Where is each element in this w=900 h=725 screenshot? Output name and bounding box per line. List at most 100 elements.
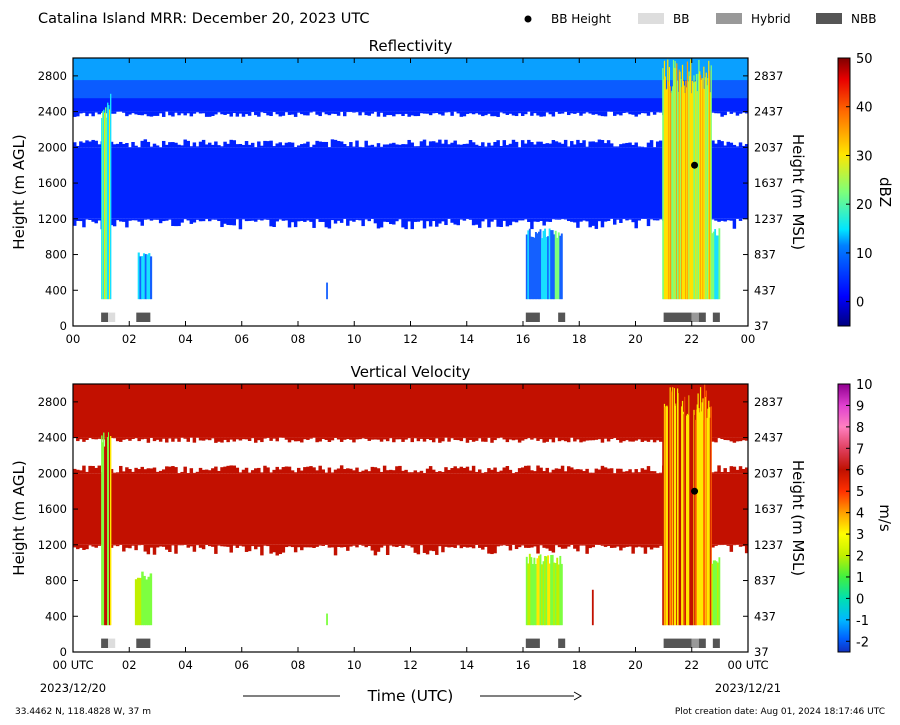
echo-edge-column [729, 466, 734, 474]
echo-edge-column [499, 218, 503, 227]
echo-edge-column [260, 544, 264, 556]
echo-edge-column [220, 218, 224, 228]
echo-edge-column [220, 146, 224, 148]
echo-edge-column [425, 437, 430, 440]
precip-column [547, 555, 550, 626]
precip-column [539, 229, 542, 300]
echo-edge-column [428, 437, 433, 441]
precip-column [682, 81, 684, 300]
x-tick-label: 12 [403, 332, 418, 346]
bb-type-bars [101, 312, 720, 322]
echo-edge-column [499, 470, 503, 474]
echo-edge-column [398, 144, 402, 148]
precip-column [556, 557, 559, 626]
x-tick-label: 22 [684, 658, 699, 672]
echo-edge-column [456, 111, 460, 114]
echo-edge-column [613, 111, 617, 116]
echo-edge-column [649, 218, 654, 220]
echo-edge-column [177, 111, 181, 116]
echo-edge-column [570, 218, 574, 222]
precip-column [666, 405, 668, 626]
echo-edge-column [229, 111, 233, 117]
echo-edge-column [125, 218, 129, 228]
echo-edge-column [183, 139, 187, 148]
echo-edge-column [527, 218, 531, 222]
echo-edge-column [711, 472, 715, 474]
y-tick-label: 0 [60, 319, 67, 333]
echo-edge-column [349, 544, 353, 547]
echo-edge-column [201, 437, 206, 441]
echo-edge-column [435, 544, 439, 555]
echo-edge-column [539, 437, 543, 440]
echo-edge-column [168, 142, 172, 148]
echo-edge-column [180, 471, 184, 474]
echo-edge-column [520, 218, 525, 221]
echo-edge-column [192, 437, 197, 443]
echo-edge-column [257, 544, 261, 547]
echo-edge-column [588, 141, 592, 148]
precip-column [664, 76, 666, 300]
echo-edge-column [318, 437, 322, 442]
echo-edge-column [171, 466, 175, 474]
precip-column [545, 556, 548, 626]
echo-edge-column [296, 437, 301, 442]
precip-column [665, 406, 667, 626]
precip-column [710, 406, 712, 626]
echo-edge-column [174, 544, 178, 554]
echo-edge-column [597, 218, 602, 222]
echo-edge-column [346, 437, 350, 440]
precip-column [136, 577, 140, 626]
precip-column [145, 579, 148, 626]
echo-edge-column [284, 466, 289, 474]
echo-edge-column [152, 111, 157, 116]
echo-edge-column [122, 471, 126, 474]
echo-edge-column [358, 437, 362, 440]
echo-edge-column [293, 111, 298, 117]
legend-bb-height-dot [524, 15, 532, 23]
echo-edge-column [364, 469, 368, 474]
echo-edge-column [250, 218, 255, 221]
echo-edge-column [343, 544, 347, 548]
precip-column [560, 233, 563, 300]
echo-edge-column [155, 218, 160, 220]
echo-edge-column [97, 111, 102, 115]
echo-edge-column [588, 544, 592, 549]
echo-edge-column [634, 469, 638, 474]
echo-edge-column [431, 218, 436, 222]
echo-edge-column [232, 111, 237, 114]
echo-edge-column [91, 218, 95, 222]
echo-edge-column [174, 111, 178, 113]
echo-edge-column [109, 141, 114, 148]
precip-column [669, 86, 671, 300]
precip-column [531, 563, 534, 626]
echo-edge-column [505, 218, 510, 227]
echo-edge-column [330, 437, 335, 441]
echo-edge-column [548, 143, 553, 148]
echo-edge-column [223, 141, 227, 148]
echo-edge-column [232, 218, 237, 226]
echo-edge-column [361, 437, 365, 439]
echo-edge-column [97, 437, 102, 439]
precip-column [688, 395, 690, 626]
precip-column [542, 230, 545, 300]
echo-edge-column [290, 111, 295, 115]
echo-edge-column [336, 140, 341, 148]
echo-edge-column [201, 139, 206, 148]
bb-type-bar-bb [108, 638, 116, 648]
echo-edge-column [119, 437, 123, 442]
precip-column [692, 414, 694, 626]
colorbar-tick-label: 5 [856, 485, 864, 500]
echo-edge-column [312, 544, 316, 548]
echo-edge-column [524, 218, 528, 220]
bb-type-bar-bb [108, 312, 116, 322]
echo-edge-column [453, 544, 457, 548]
echo-edge-column [447, 437, 451, 442]
colorbar-scale [837, 383, 851, 653]
precip-column [554, 230, 557, 300]
echo-edge-column [401, 470, 405, 474]
echo-edge-column [318, 544, 322, 546]
echo-edge-column [343, 437, 347, 440]
echo-edge-column [603, 437, 608, 439]
echo-edge-column [637, 437, 642, 440]
